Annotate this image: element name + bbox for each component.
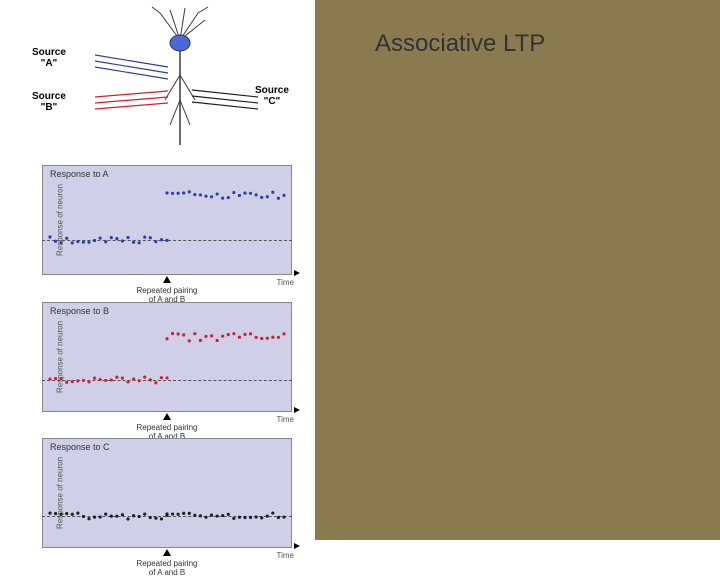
plot-a: Response to AResponse of neuronTimeRepea…	[42, 165, 292, 275]
plot-b: Response to BResponse of neuronTimeRepea…	[42, 302, 292, 412]
source-a-label: Source "A"	[32, 47, 66, 69]
source-b-label: Source "B"	[32, 91, 66, 113]
pairing-arrow-icon	[163, 413, 171, 420]
neuron-svg	[60, 5, 300, 155]
pairing-arrow-icon	[163, 276, 171, 283]
neuron-diagram: Source "A" Source "B" Source "C"	[60, 5, 300, 155]
x-axis-label: Time	[277, 278, 294, 287]
source-c-label: Source "C"	[255, 85, 289, 107]
scatter-dots	[42, 165, 292, 275]
plot-c: Response to CResponse of neuronTimeRepea…	[42, 438, 292, 548]
scatter-dots	[42, 302, 292, 412]
slide-title: Associative LTP	[375, 30, 545, 58]
left-panel: Source "A" Source "B" Source "C" Respons…	[0, 0, 315, 540]
pairing-label: Repeated pairing of A and B	[137, 560, 198, 578]
x-axis-label: Time	[277, 415, 294, 424]
right-panel: Associative LTP	[315, 0, 720, 540]
scatter-dots	[42, 438, 292, 548]
x-axis-label: Time	[277, 551, 294, 560]
pairing-arrow-icon	[163, 549, 171, 556]
